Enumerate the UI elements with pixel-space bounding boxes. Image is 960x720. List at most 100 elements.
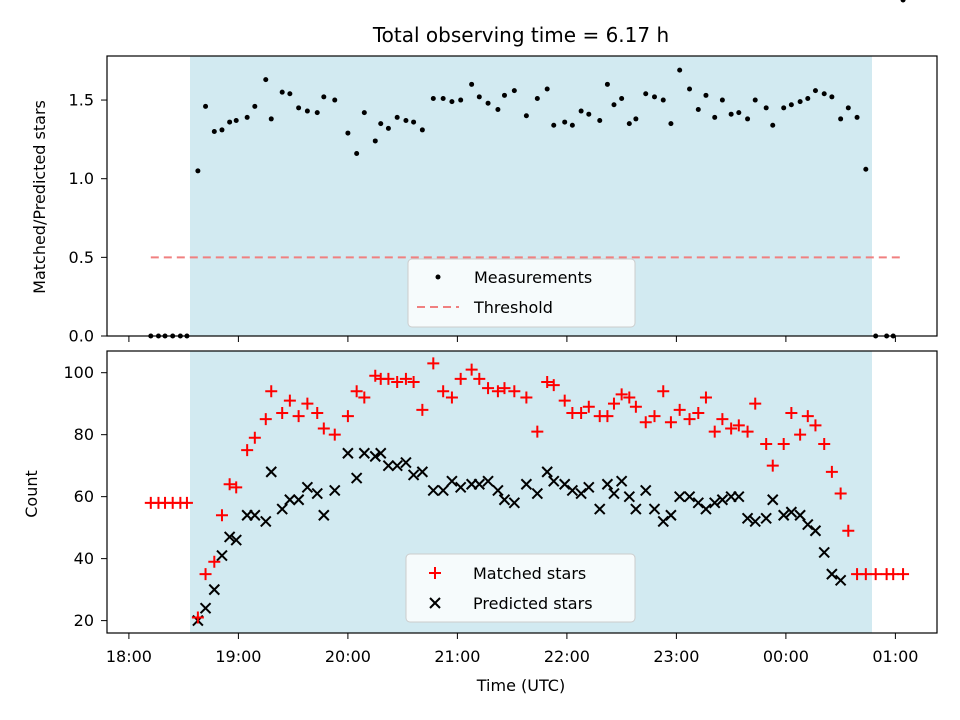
matched-star-point <box>869 568 882 581</box>
matched-star-point <box>692 406 705 419</box>
measurement-point <box>372 138 378 144</box>
measurement-point <box>900 0 906 3</box>
matched-star-point <box>180 496 193 509</box>
count-panel-x-ticks: 18:00 19:00 20:00 21:00 22:00 23:00 00:00 01:00 <box>106 633 918 666</box>
measurement-point <box>361 110 367 116</box>
measurement-point <box>544 86 550 92</box>
matched-star-point <box>328 428 341 441</box>
measurement-point <box>403 117 409 123</box>
x-tick-label: 20:00 <box>325 647 371 666</box>
predicted-star-point <box>601 478 614 490</box>
measurement-point <box>719 97 725 103</box>
predicted-star-point <box>382 459 395 472</box>
measurement-point <box>633 116 639 122</box>
matched-star-point <box>648 410 661 423</box>
legend-predicted-label: Predicted stars <box>473 594 593 613</box>
predicted-star-point <box>407 469 420 481</box>
x-tick-label: 19:00 <box>215 647 261 666</box>
predicted-star-point <box>208 583 221 596</box>
x-axis-label: Time (UTC) <box>476 676 565 695</box>
measurement-point <box>449 99 455 105</box>
measurement-point <box>354 151 360 157</box>
matched-star-point <box>547 379 560 392</box>
chart-title: Total observing time = 6.17 h <box>372 23 669 47</box>
matched-star-point <box>825 465 838 478</box>
measurement-point <box>394 114 400 120</box>
matched-star-point <box>292 410 305 423</box>
matched-star-point <box>601 410 614 423</box>
predicted-star-point <box>777 509 790 521</box>
measurement-point <box>728 111 734 117</box>
matched-star-point <box>301 397 314 410</box>
measurement-point <box>263 77 269 83</box>
measurement-point <box>440 95 446 101</box>
count-panel-legend: Matched stars Predicted stars <box>405 553 636 623</box>
measurement-point <box>219 127 225 133</box>
matched-star-point <box>582 400 595 413</box>
predicted-star-point <box>531 487 544 500</box>
predicted-star-point <box>473 478 486 490</box>
measurement-point <box>296 105 302 111</box>
matched-star-point <box>311 406 324 419</box>
matched-star-point <box>897 568 910 581</box>
measurement-point <box>845 105 851 111</box>
matched-star-point <box>708 425 721 438</box>
ratio-panel-legend-box <box>407 258 636 328</box>
matched-star-point <box>725 422 738 435</box>
matched-star-point <box>350 385 363 398</box>
predicted-star-point <box>358 447 371 459</box>
predicted-star-point <box>630 503 642 515</box>
measurement-point <box>677 67 683 73</box>
legend-threshold-label: Threshold <box>473 298 553 317</box>
predicted-star-point <box>216 549 228 562</box>
count-panel: 20 40 60 80 100 18:00 19:00 20:00 21:00 22:00 23:… <box>22 350 938 695</box>
matched-star-point <box>199 568 212 581</box>
matched-star-point <box>615 388 628 401</box>
measurement-point <box>821 91 827 97</box>
measurement-point <box>812 88 818 94</box>
measurement-point <box>643 91 649 97</box>
predicted-star-point <box>818 546 830 559</box>
matched-star-point <box>482 382 495 395</box>
matched-star-point <box>818 437 831 450</box>
measurement-point <box>495 106 501 112</box>
ratio-panel-y-label: Matched/Predicted stars <box>30 100 49 294</box>
measurement-point <box>863 166 869 172</box>
predicted-star-point <box>785 506 798 518</box>
matched-star-point <box>673 403 686 416</box>
measurement-point <box>736 110 742 116</box>
measurement-point <box>781 105 787 111</box>
matched-star-point <box>699 391 712 404</box>
measurement-point <box>770 122 776 128</box>
matched-star-point <box>801 410 814 423</box>
legend-matched-label: Matched stars <box>473 564 586 583</box>
measurement-point <box>578 108 584 114</box>
predicted-star-point <box>342 447 354 459</box>
count-panel-frame <box>106 350 938 634</box>
matched-star-point <box>454 372 467 385</box>
measurement-point <box>626 121 632 127</box>
legend-measurements-label: Measurements <box>474 268 592 287</box>
y-tick-label: 40 <box>74 549 94 568</box>
legend-matched-marker <box>429 567 441 579</box>
matched-star-point <box>541 375 554 388</box>
matched-star-point <box>664 416 677 429</box>
measurement-point <box>345 130 351 136</box>
predicted-star-point <box>648 503 661 515</box>
predicted-star-point <box>834 574 847 587</box>
ratio-panel-frame <box>106 55 938 337</box>
matched-star-point <box>760 437 773 450</box>
predicted-star-point <box>575 487 587 500</box>
predicted-star-point <box>400 456 412 469</box>
predicted-star-point <box>749 515 761 528</box>
measurement-point <box>419 127 425 133</box>
matched-star-point <box>215 509 228 522</box>
measurement-point <box>788 102 794 108</box>
predicted-star-point <box>700 503 712 515</box>
measurement-point <box>469 81 475 87</box>
matched-star-point <box>575 406 588 419</box>
matched-star-point <box>427 357 440 370</box>
predicted-star-point <box>350 472 363 484</box>
matched-star-point <box>842 524 855 537</box>
ratio-panel-y-ticks: 0.0 0.5 1.0 1.5 <box>69 91 107 346</box>
